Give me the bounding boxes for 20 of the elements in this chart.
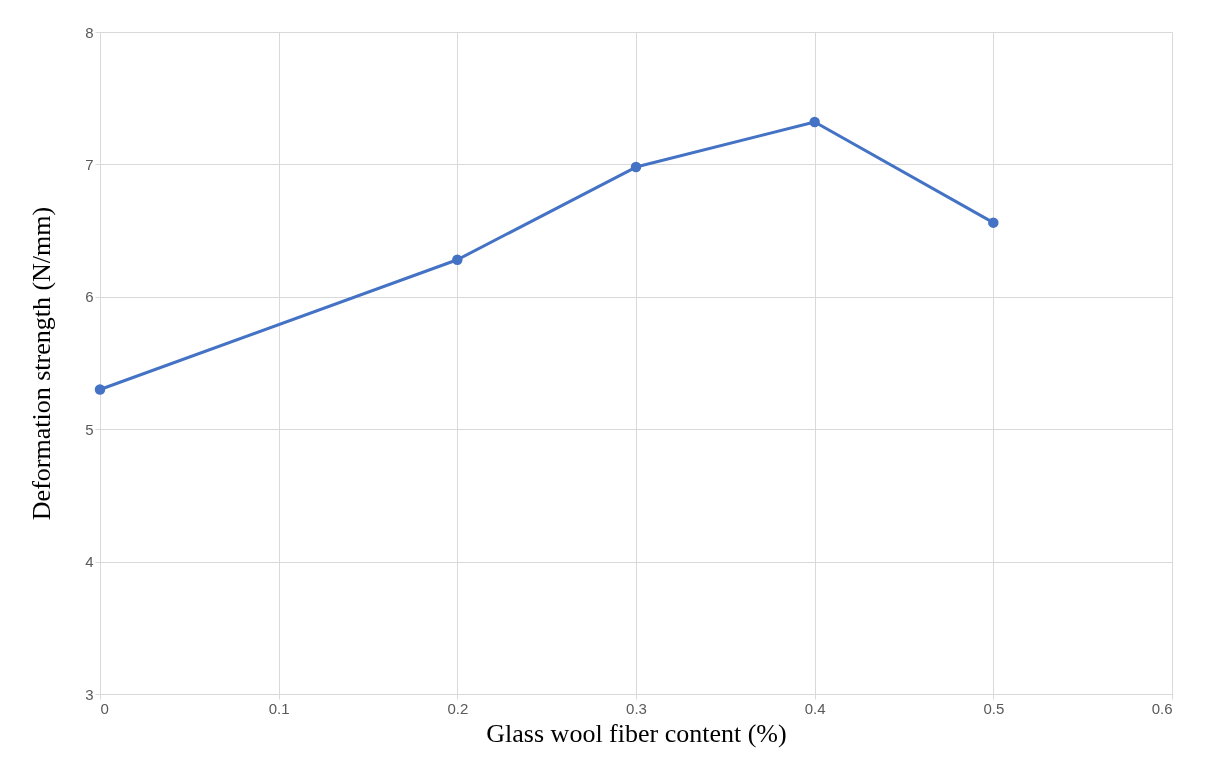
y-tick-label: 6	[85, 288, 94, 306]
y-tick-label: 7	[85, 155, 94, 173]
point	[809, 116, 820, 128]
x-tick-label: 0.3	[626, 699, 647, 717]
x-tick-label: 0.1	[268, 699, 290, 717]
y-tick-label: 3	[85, 685, 94, 703]
y-tick-label: 5	[85, 420, 94, 438]
point	[988, 217, 999, 228]
x-axis-title: Glass wool fiber content (%)	[486, 718, 787, 748]
x-tick-label: 0.6	[1151, 699, 1173, 717]
x-tick-label: 0.5	[983, 699, 1005, 717]
point	[630, 161, 642, 173]
y-axis-title: Deformation strength (N/mm)	[27, 206, 57, 521]
x-tick-label: 0.2	[447, 699, 469, 717]
y-tick-label: 8	[85, 23, 94, 41]
y-tick-label: 4	[85, 553, 94, 571]
point	[452, 254, 463, 265]
x-tick-label: 0	[100, 699, 109, 717]
point	[94, 384, 106, 395]
x-tick-label: 0.4	[804, 699, 826, 717]
